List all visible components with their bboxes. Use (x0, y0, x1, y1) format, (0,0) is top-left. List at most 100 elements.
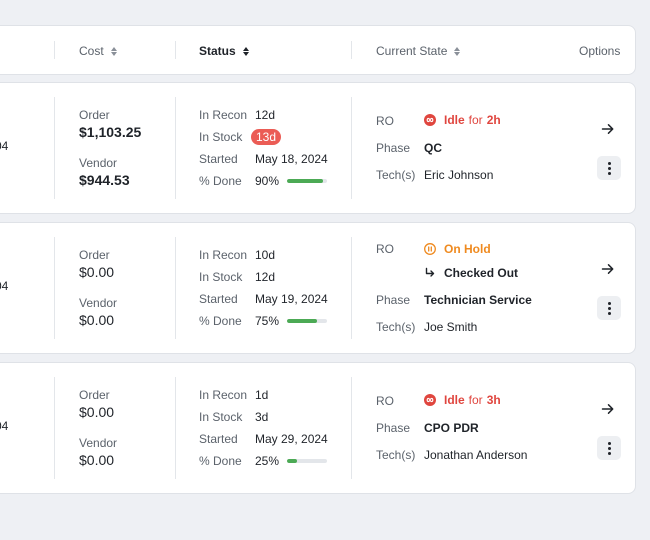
started-date: May 19, 2024 (255, 292, 328, 306)
phase-value: Technician Service (424, 293, 532, 307)
column-header-options-label: Options (579, 44, 621, 58)
techs-label: Tech(s) (376, 168, 416, 182)
sort-icon[interactable] (454, 46, 461, 56)
in-stock-value: 3d (255, 410, 269, 424)
vendor-label: Vendor (79, 436, 118, 450)
column-header-status[interactable]: Status (199, 26, 249, 76)
column-divider (351, 237, 352, 339)
truncated-cell-text: 04 (0, 279, 9, 293)
progress-bar (287, 319, 327, 323)
vendor-label: Vendor (79, 296, 118, 310)
phase-value: QC (424, 141, 442, 155)
vendor-label: Vendor (79, 156, 118, 170)
in-recon-label: In Recon (199, 388, 248, 402)
progress-bar (287, 179, 327, 183)
techs-label: Tech(s) (376, 320, 416, 334)
checked-out-text: Checked Out (444, 266, 519, 280)
ro-status-for: for (468, 393, 483, 407)
table-row[interactable]: 04 Order $0.00 Vendor $0.00 In Recon 10d… (0, 222, 636, 354)
vertical-dots-icon (607, 161, 611, 165)
pause-circle-icon (424, 243, 436, 255)
techs-value: Joe Smith (424, 320, 478, 334)
in-stock-label: In Stock (199, 410, 243, 424)
in-recon-value: 1d (255, 388, 269, 402)
column-divider (54, 41, 55, 59)
ro-label: RO (376, 394, 394, 408)
column-header-cost[interactable]: Cost (79, 26, 117, 76)
started-label: Started (199, 292, 238, 306)
vertical-dots-icon (607, 441, 611, 445)
started-date: May 18, 2024 (255, 152, 328, 166)
phase-label: Phase (376, 141, 411, 155)
column-header-options: Options (579, 26, 620, 76)
arrow-right-icon[interactable] (600, 401, 616, 417)
order-cost-value: $1,103.25 (79, 124, 142, 140)
table-row[interactable]: 04 Order $0.00 Vendor $0.00 In Recon 1d … (0, 362, 636, 494)
more-options-button[interactable] (597, 156, 621, 180)
pct-done-value: 75% (255, 314, 280, 328)
techs-value: Eric Johnson (424, 168, 494, 182)
vendor-cost-value: $944.53 (79, 172, 130, 188)
started-label: Started (199, 432, 238, 446)
ro-status: Idle for 3h (424, 393, 501, 407)
pct-done-value: 25% (255, 454, 280, 468)
column-divider (351, 377, 352, 479)
order-label: Order (79, 248, 110, 262)
in-stock-label: In Stock (199, 130, 243, 144)
in-stock-badge: 13d (251, 129, 282, 145)
column-header-current-state[interactable]: Current State (376, 26, 461, 76)
ro-label: RO (376, 114, 394, 128)
truncated-cell-text: 04 (0, 139, 9, 153)
column-divider (175, 237, 176, 339)
techs-label: Tech(s) (376, 448, 416, 462)
techs-value: Jonathan Anderson (424, 448, 528, 462)
progress-bar (287, 459, 327, 463)
vendor-cost-value: $0.00 (79, 452, 115, 468)
column-divider (54, 377, 55, 479)
in-recon-value: 12d (255, 108, 276, 122)
sort-icon[interactable] (110, 46, 117, 56)
started-date: May 29, 2024 (255, 432, 328, 446)
idle-loop-icon (424, 394, 436, 406)
vertical-dots-icon (607, 301, 611, 305)
pct-done-label: % Done (199, 314, 242, 328)
pct-done-value: 90% (255, 174, 280, 188)
pct-done-label: % Done (199, 174, 242, 188)
column-header-cost-label: Cost (79, 44, 104, 58)
truncated-cell-text: 04 (0, 419, 9, 433)
more-options-button[interactable] (597, 436, 621, 460)
progress-fill (287, 319, 317, 323)
checked-out-status: Checked Out (424, 266, 518, 280)
column-divider (351, 41, 352, 59)
phase-label: Phase (376, 421, 411, 435)
idle-loop-icon (424, 114, 436, 126)
ro-status-duration: 3h (486, 393, 501, 407)
in-stock-label: In Stock (199, 270, 243, 284)
column-divider (175, 377, 176, 479)
order-label: Order (79, 388, 110, 402)
in-stock-value: 12d (255, 270, 276, 284)
sort-icon[interactable] (242, 46, 249, 56)
table-header: Cost Status Current State Options (0, 25, 636, 75)
arrow-right-icon[interactable] (600, 121, 616, 137)
vendor-cost-value: $0.00 (79, 312, 115, 328)
column-divider (175, 41, 176, 59)
more-options-button[interactable] (597, 296, 621, 320)
order-label: Order (79, 108, 110, 122)
order-cost-value: $0.00 (79, 264, 115, 280)
progress-fill (287, 459, 297, 463)
ro-status-for: for (468, 113, 483, 127)
order-cost-value: $0.00 (79, 404, 115, 420)
in-recon-label: In Recon (199, 108, 248, 122)
arrow-right-icon[interactable] (600, 261, 616, 277)
progress-fill (287, 179, 323, 183)
started-label: Started (199, 152, 238, 166)
column-divider (54, 237, 55, 339)
table-row[interactable]: 04 Order $1,103.25 Vendor $944.53 In Rec… (0, 82, 636, 214)
column-divider (351, 97, 352, 199)
column-header-status-label: Status (199, 44, 236, 58)
ro-status-text: Idle (444, 113, 465, 127)
ro-status: Idle for 2h (424, 113, 501, 127)
return-arrow-icon (425, 267, 435, 277)
column-divider (54, 97, 55, 199)
